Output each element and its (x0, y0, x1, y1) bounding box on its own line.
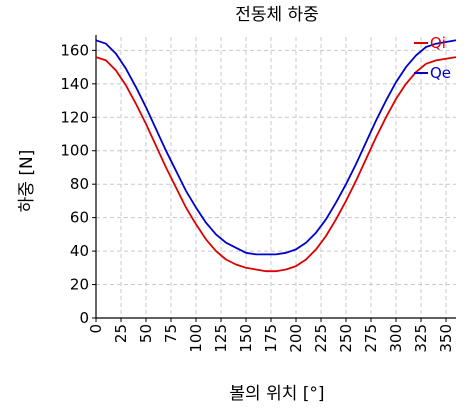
y-tick-label: 160 (60, 41, 89, 59)
y-tick-label: 80 (70, 175, 89, 193)
x-tick-label: 100 (187, 324, 205, 353)
x-axis-label: 볼의 위치 [°] (229, 384, 324, 404)
series-line-qi (95, 56, 457, 273)
y-ticks: 0 20 40 60 80 100 120 140 160 (60, 41, 96, 327)
y-tick-label: 100 (60, 142, 89, 160)
x-tick-label: 225 (312, 324, 330, 353)
series-line-qe (95, 39, 457, 256)
x-ticks: 0 25 50 75 100 125 150 175 200 225 250 275 300 325 350 (87, 318, 455, 353)
x-tick-label: 350 (437, 324, 455, 353)
y-axis-label: 하중 [N] (17, 150, 37, 213)
legend: Qi Qe (414, 34, 451, 82)
chart-title: 전동체 하중 (235, 5, 319, 25)
x-tick-label: 125 (212, 324, 230, 353)
y-tick-label: 20 (70, 276, 89, 294)
y-tick-label: 0 (79, 309, 89, 327)
x-tick-label: 50 (137, 324, 155, 343)
grid (95, 37, 456, 319)
y-tick-label: 40 (70, 242, 89, 260)
x-tick-label: 300 (387, 324, 405, 353)
axes (95, 35, 456, 319)
x-tick-label: 275 (362, 324, 380, 353)
y-tick-label: 60 (70, 209, 89, 227)
x-tick-label: 150 (237, 324, 255, 353)
x-tick-label: 25 (112, 324, 130, 343)
x-tick-label: 325 (412, 324, 430, 353)
x-tick-label: 250 (337, 324, 355, 353)
legend-label-qe: Qe (430, 64, 451, 82)
y-tick-label: 140 (60, 75, 89, 93)
x-tick-label: 200 (287, 324, 305, 353)
x-tick-label: 75 (162, 324, 180, 343)
legend-label-qi: Qi (430, 34, 446, 52)
x-tick-label: 175 (262, 324, 280, 353)
x-tick-label: 0 (87, 324, 105, 334)
series-lines (95, 39, 457, 273)
y-tick-label: 120 (60, 108, 89, 126)
